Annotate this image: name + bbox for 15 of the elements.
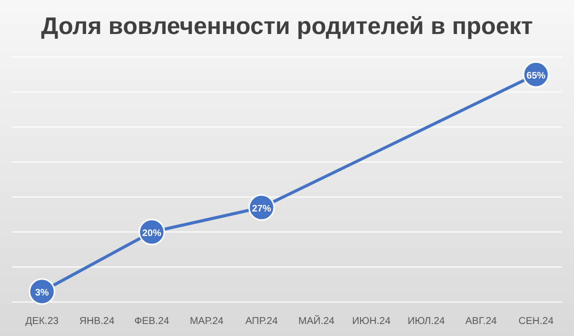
x-tick-label: АВГ.24 — [465, 316, 498, 327]
data-label: 27% — [252, 204, 272, 214]
x-tick-label: МАР.24 — [190, 316, 224, 327]
data-label: 3% — [35, 288, 50, 298]
x-tick-label: АПР.24 — [245, 316, 278, 327]
x-tick-label: ИЮН.24 — [352, 316, 391, 327]
x-tick-label: ФЕВ.24 — [134, 316, 170, 327]
x-tick-label: ДЕК.23 — [25, 316, 60, 327]
chart-title: Доля вовлеченности родителей в проект — [41, 13, 534, 40]
x-tick-label: ЯНВ.24 — [79, 316, 115, 327]
data-label: 20% — [142, 228, 162, 239]
x-tick-label: МАЙ.24 — [298, 314, 335, 327]
data-label: 65% — [526, 70, 546, 82]
x-tick-label: ИЮЛ.24 — [408, 316, 446, 327]
x-tick-label: СЕН.24 — [518, 316, 554, 327]
